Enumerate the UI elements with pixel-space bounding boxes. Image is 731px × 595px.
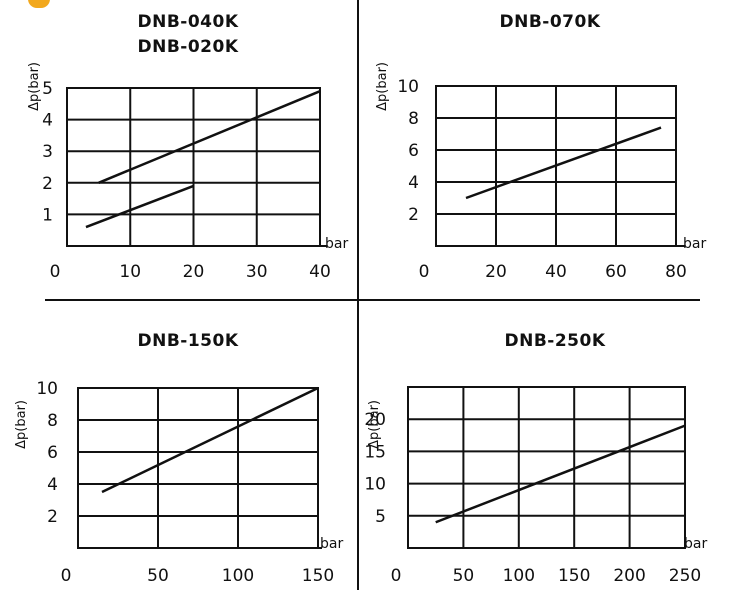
chart-title: DNB-150K: [137, 331, 238, 351]
x-tick-label: 150: [302, 566, 334, 586]
y-tick-label: 4: [47, 475, 58, 495]
x-axis-label: bar: [325, 236, 348, 252]
x-tick-label: 40: [545, 262, 567, 282]
series-line: [101, 386, 319, 494]
x-tick-label: 100: [222, 566, 254, 586]
y-tick-label: 8: [408, 109, 419, 129]
y-tick-label: 20: [364, 410, 386, 430]
plot-frame: [66, 87, 321, 247]
x-axis-label: bar: [320, 536, 343, 552]
y-tick-label: 6: [47, 443, 58, 463]
y-tick-label: 10: [397, 77, 419, 97]
chart-title: DNB-040K: [137, 12, 238, 32]
x-axis-label: bar: [683, 236, 706, 252]
plot-frame: [407, 386, 686, 549]
y-axis-label: Δp(bar): [367, 400, 382, 449]
chart-title: DNB-250K: [504, 331, 605, 351]
x-tick-label: 20: [485, 262, 507, 282]
x-tick-label: 0: [50, 262, 61, 282]
x-tick-label: 100: [503, 566, 535, 586]
x-tick-label: 0: [419, 262, 430, 282]
y-tick-label: 8: [47, 411, 58, 431]
y-axis-label: Δp(bar): [14, 400, 29, 449]
x-tick-label: 150: [558, 566, 590, 586]
y-tick-label: 6: [408, 141, 419, 161]
y-tick-label: 3: [42, 142, 53, 162]
y-tick-label: 5: [375, 507, 386, 527]
y-tick-label: 10: [36, 379, 58, 399]
series-line: [435, 424, 686, 524]
x-tick-label: 20: [183, 262, 205, 282]
x-tick-label: 80: [665, 262, 687, 282]
x-tick-label: 250: [669, 566, 701, 586]
x-tick-label: 0: [61, 566, 72, 586]
x-tick-label: 10: [119, 262, 141, 282]
series-line: [465, 126, 662, 200]
x-tick-label: 50: [147, 566, 169, 586]
y-tick-label: 10: [364, 475, 386, 495]
x-tick-label: 50: [453, 566, 475, 586]
y-axis-label: Δp(bar): [375, 62, 390, 111]
y-tick-label: 2: [47, 507, 58, 527]
y-tick-label: 2: [408, 205, 419, 225]
series-line: [98, 90, 321, 184]
x-axis-label: bar: [684, 536, 707, 552]
y-tick-label: 4: [42, 111, 53, 131]
chart-title: DNB-020K: [137, 37, 238, 57]
logo-fragment: [28, 0, 50, 8]
series-line: [85, 184, 194, 229]
chart-title: DNB-070K: [499, 12, 600, 32]
y-tick-label: 2: [42, 174, 53, 194]
x-tick-label: 0: [391, 566, 402, 586]
y-tick-label: 15: [364, 442, 386, 462]
y-tick-label: 5: [42, 79, 53, 99]
y-tick-label: 4: [408, 173, 419, 193]
plot-frame: [77, 387, 319, 549]
plot-frame: [435, 85, 677, 247]
x-tick-label: 30: [246, 262, 268, 282]
y-axis-label: Δp(bar): [27, 62, 42, 111]
x-tick-label: 40: [309, 262, 331, 282]
x-tick-label: 200: [613, 566, 645, 586]
y-tick-label: 1: [42, 205, 53, 225]
x-tick-label: 60: [605, 262, 627, 282]
